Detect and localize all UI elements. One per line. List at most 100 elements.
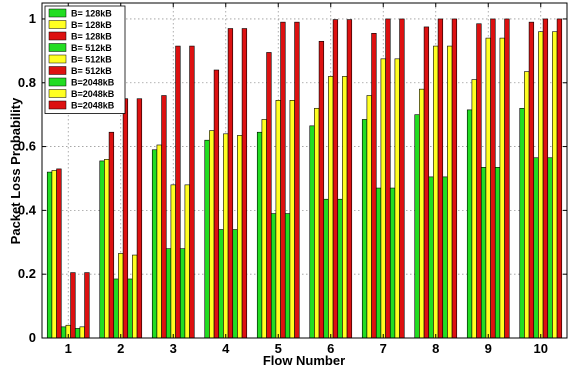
bar-flow-1-series-2: [51, 170, 57, 339]
bar-flow-8-series-4: [428, 176, 434, 339]
bar-flow-4-series-2: [209, 130, 215, 339]
bar-flow-8-series-9: [451, 18, 458, 339]
bar-flow-8-series-7: [442, 176, 448, 339]
bar-flow-4-series-3: [213, 69, 220, 339]
bar-flow-3-series-7: [179, 248, 186, 339]
x-axis-label: Flow Number: [263, 353, 345, 368]
x-tick-label: 10: [534, 341, 548, 356]
bar-flow-5-series-7: [284, 213, 291, 339]
bar-flow-6-series-6: [332, 19, 339, 339]
bar-flow-10-series-5: [538, 31, 544, 339]
bar-flow-6-series-7: [337, 198, 343, 339]
bar-flow-10-series-2: [524, 71, 530, 339]
bar-flow-4-series-1: [204, 139, 210, 339]
x-tick-label: 6: [327, 341, 334, 356]
y-tick-label: 1: [29, 11, 36, 26]
bar-flow-9-series-6: [490, 18, 496, 339]
bar-flow-1-series-3: [56, 168, 62, 339]
legend-entry: B=2048kB: [71, 101, 115, 111]
bar-flow-6-series-9: [346, 19, 353, 339]
bar-flow-3-series-3: [161, 95, 167, 339]
x-tick-label: 7: [380, 341, 387, 356]
bar-flow-5-series-4: [270, 213, 277, 339]
bar-flow-10-series-9: [556, 18, 563, 339]
legend-entry: B= 128kB: [71, 9, 112, 19]
x-axis-ticks: 1 2 3 4 5 6 7 8 9 10: [65, 3, 548, 356]
bar-flow-4-series-5: [223, 133, 229, 339]
bar-flow-8-series-8: [447, 45, 453, 339]
bar-flow-9-series-4: [480, 167, 487, 339]
legend-entry: B=2048kB: [71, 78, 115, 88]
legend-entry: B= 512kB: [71, 43, 112, 53]
bar-flow-6-series-2: [314, 107, 320, 339]
bar-flow-4-series-4: [218, 229, 224, 339]
bar-flow-2-series-7: [127, 278, 133, 339]
legend-swatch: [48, 8, 67, 18]
x-tick-label: 4: [222, 341, 230, 356]
legend-swatch: [48, 31, 67, 41]
bar-flow-1-series-8: [79, 326, 85, 339]
bar-flow-2-series-1: [99, 160, 105, 339]
legend-swatch: [48, 66, 67, 75]
bar-flow-4-series-8: [237, 135, 243, 339]
bar-flow-7-series-4: [375, 187, 382, 339]
x-tick-label: 8: [432, 341, 439, 356]
x-tick-label: 3: [170, 341, 177, 356]
bar-flow-5-series-2: [261, 119, 267, 339]
bar-flow-9-series-7: [494, 167, 501, 339]
bar-flow-9-series-9: [504, 18, 510, 339]
legend-swatch: [48, 100, 67, 110]
legend-swatch: [48, 77, 67, 87]
bar-flow-7-series-3: [371, 33, 377, 339]
bar-flow-10-series-4: [533, 157, 539, 339]
bar-flow-1-series-4: [60, 326, 67, 339]
legend-entry: B= 128kB: [71, 32, 112, 42]
bar-flow-3-series-9: [189, 45, 195, 339]
bar-flow-5-series-3: [266, 52, 272, 339]
bar-flow-7-series-5: [380, 58, 386, 339]
y-tick-label: 0: [29, 330, 36, 345]
bar-flow-6-series-4: [323, 198, 329, 339]
bar-flow-10-series-3: [528, 21, 535, 339]
bar-flow-9-series-5: [485, 37, 491, 339]
bar-flow-3-series-1: [151, 149, 158, 339]
x-tick-label: 5: [275, 341, 282, 356]
bar-flow-5-series-8: [289, 100, 295, 339]
bar-flow-7-series-6: [385, 18, 391, 339]
bar-flow-6-series-3: [318, 40, 325, 339]
x-tick-label: 2: [117, 341, 124, 356]
bar-flow-3-series-6: [175, 45, 181, 339]
bar-flow-7-series-2: [366, 95, 372, 339]
bar-flow-4-series-9: [241, 28, 248, 339]
bar-flow-10-series-6: [542, 18, 549, 339]
y-tick-label: 0.2: [18, 266, 36, 281]
bar-flow-5-series-9: [294, 21, 300, 339]
bar-flow-9-series-1: [466, 109, 473, 339]
bar-flow-9-series-2: [471, 79, 477, 339]
y-tick-label: 0.4: [18, 202, 37, 217]
bar-flow-4-series-7: [232, 229, 238, 339]
bar-flow-10-series-8: [552, 31, 558, 339]
legend-swatch: [48, 54, 67, 64]
y-axis-label: Packet Loss Probability: [8, 97, 23, 244]
bar-flow-5-series-5: [275, 100, 281, 339]
bar-flow-10-series-1: [519, 107, 525, 339]
bar-flow-1-series-9: [84, 272, 90, 339]
bar-flow-9-series-3: [476, 23, 482, 339]
legend-entry: B= 512kB: [71, 55, 112, 65]
bar-flow-9-series-8: [499, 37, 505, 339]
legend-entry: B= 512kB: [71, 66, 112, 76]
bar-flow-3-series-2: [156, 144, 162, 339]
bar-flow-2-series-8: [132, 254, 138, 339]
bar-flow-7-series-9: [399, 18, 405, 339]
legend-swatch: [48, 20, 67, 29]
bar-flow-1-series-1: [46, 171, 53, 339]
bar-flow-10-series-7: [547, 157, 553, 339]
bar-flow-1-series-6: [70, 272, 76, 339]
y-tick-label: 0.6: [18, 139, 36, 154]
bar-flow-7-series-1: [361, 119, 368, 339]
bar-flow-5-series-6: [280, 21, 286, 339]
bar-flow-2-series-6: [122, 98, 129, 339]
bar-flow-3-series-4: [165, 248, 172, 339]
